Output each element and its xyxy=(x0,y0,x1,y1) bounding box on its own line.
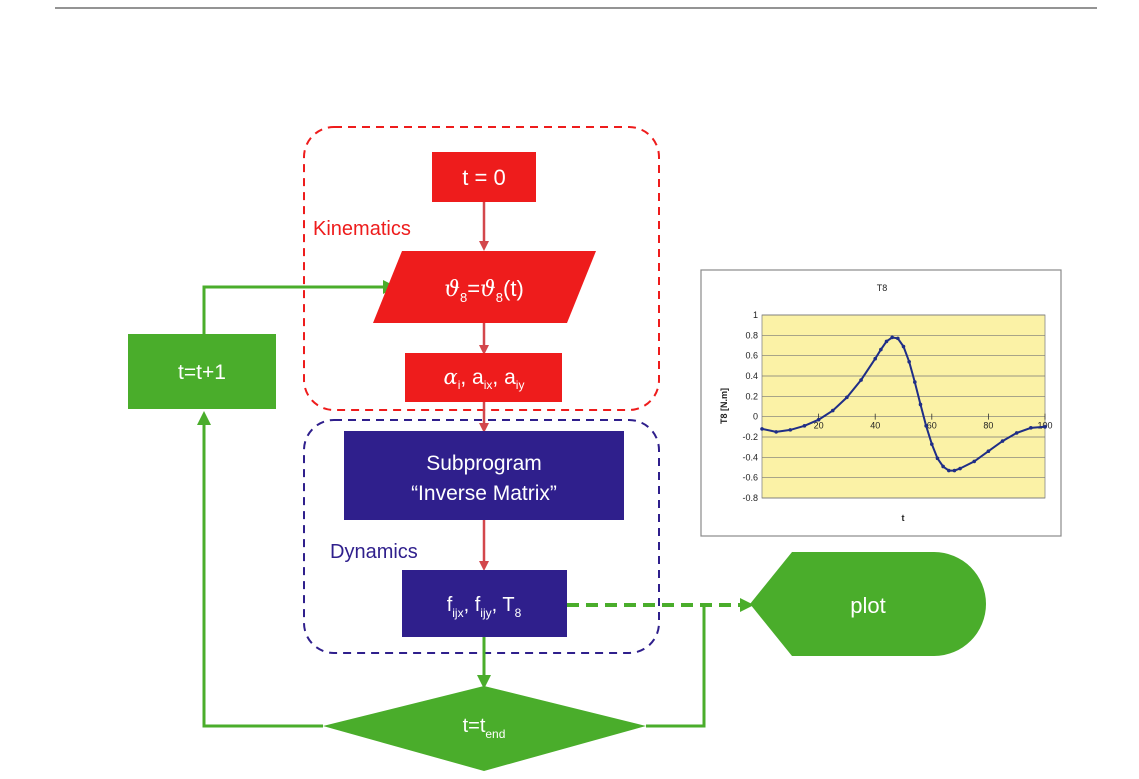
chart-data-point xyxy=(890,335,894,340)
kinematics-label: Kinematics xyxy=(313,218,411,240)
chart-data-point xyxy=(986,449,991,454)
chart-data-point xyxy=(901,344,906,349)
chart-data-point xyxy=(907,359,911,364)
chart-y-ticks: 1 0.8 0.6 0.4 0.2 0 -0.2 -0.4 -0.6 -0.8 xyxy=(742,310,758,503)
chart-data-point xyxy=(1014,431,1019,435)
accel-node xyxy=(405,353,562,402)
chart-x-tick-label: 60 xyxy=(927,421,937,431)
kinematics-group-frame xyxy=(303,126,660,411)
chart-y-tick-label: 0.4 xyxy=(745,371,758,381)
chart-data-point xyxy=(760,427,764,431)
chart-data-point xyxy=(873,356,877,361)
chart-data-point xyxy=(930,442,934,446)
chart-y-tick-label: -0.8 xyxy=(742,493,758,503)
chart-data-point xyxy=(830,408,835,413)
chart-data-point xyxy=(946,468,951,473)
decision-node xyxy=(323,686,646,771)
loop-increment-to-theta xyxy=(202,280,397,334)
chart-data-point xyxy=(1000,439,1005,443)
chart-data-point xyxy=(935,456,940,461)
t8-chart: T8 1 0.8 0.6 0.4 0.2 0 -0.2 -0.4 -0.6 -0.8 20 40 60… xyxy=(700,269,1062,537)
start-node-label: t = 0 xyxy=(462,165,505,190)
chart-data-point xyxy=(845,395,849,400)
subprogram-line2: “Inverse Matrix” xyxy=(411,482,557,505)
chart-data-point xyxy=(802,424,807,428)
chart-data-point xyxy=(1029,426,1033,430)
chart-data-point xyxy=(924,424,928,428)
theta-input-label: ϑ8=ϑ8(t) xyxy=(444,276,524,305)
chart-y-tick-label: 0.6 xyxy=(745,351,758,361)
chart-data-point xyxy=(879,347,883,352)
increment-node xyxy=(128,334,276,409)
chart-data-point xyxy=(941,464,945,469)
dynamics-group-frame xyxy=(303,419,660,654)
decision-label: t=tend xyxy=(463,715,506,741)
chart-x-tick-label: 20 xyxy=(814,421,824,431)
chart-data-point xyxy=(913,380,917,384)
forces-node xyxy=(402,570,567,637)
chart-data-point xyxy=(816,417,821,422)
chart-data-point xyxy=(896,336,900,341)
chart-data-point xyxy=(859,378,863,382)
chart-data-point xyxy=(972,459,977,464)
chart-data-point xyxy=(952,468,957,473)
subprogram-node xyxy=(344,431,624,520)
chart-data-point xyxy=(884,339,889,344)
chart-data-point xyxy=(788,428,793,432)
forces-label: fijx, fijy, T8 xyxy=(447,594,522,620)
chart-grid xyxy=(762,314,1045,499)
link-decision-to-plot xyxy=(646,605,706,728)
subprogram-line1: Subprogram xyxy=(426,452,542,475)
chart-title: T8 xyxy=(877,283,888,293)
chart-ylabel: T8 [N.m] xyxy=(719,388,729,424)
chart-data-point xyxy=(774,430,778,434)
accel-label: αi, aix, aiy xyxy=(444,365,525,392)
loop-decision-to-increment xyxy=(197,411,323,728)
chart-y-tick-label: 0.8 xyxy=(745,330,758,340)
chart-y-tick-label: -0.4 xyxy=(742,452,758,462)
chart-x-tick-label: 40 xyxy=(870,421,880,431)
dynamics-label: Dynamics xyxy=(330,541,418,563)
increment-label: t=t+1 xyxy=(178,361,226,384)
chart-plot-area xyxy=(761,314,1046,499)
chart-y-tick-label: 0 xyxy=(753,412,758,422)
start-node xyxy=(432,152,536,202)
plot-output-node xyxy=(750,552,986,656)
chart-y-tick-label: -0.2 xyxy=(742,432,758,442)
chart-y-tick-label: 1 xyxy=(753,310,758,320)
chart-xlabel: t xyxy=(902,513,905,523)
chart-x-tick-label: 80 xyxy=(983,421,993,431)
t8-series-line xyxy=(761,336,1046,472)
chart-data-point xyxy=(1043,425,1047,429)
plot-output-label: plot xyxy=(850,593,885,618)
chart-data-point xyxy=(918,402,923,407)
chart-data-point xyxy=(958,466,962,471)
t8-series-points xyxy=(760,335,1047,473)
chart-y-tick-label: -0.6 xyxy=(742,473,758,483)
theta-input-node xyxy=(373,251,596,323)
chart-y-tick-label: 0.2 xyxy=(745,391,758,401)
